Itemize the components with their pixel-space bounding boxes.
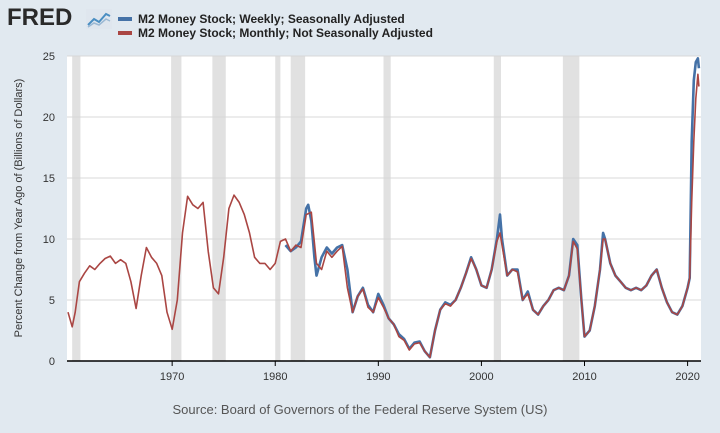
legend-label-monthly: M2 Money Stock; Monthly; Not Seasonally … [138, 26, 433, 40]
y-tick-label-25: 25 [43, 51, 55, 63]
x-tick-label-1980: 1980 [263, 371, 287, 383]
x-tick-label-2020: 2020 [675, 371, 699, 383]
series-line-monthly [67, 73, 700, 359]
y-tick-label-0: 0 [49, 356, 55, 368]
fred-logo: FRED [7, 4, 73, 31]
y-tick-label-20: 20 [43, 112, 55, 124]
source-note: Source: Board of Governors of the Federa… [172, 402, 548, 417]
y-tick-label-15: 15 [43, 173, 55, 185]
legend-swatch-weekly [118, 17, 132, 21]
recession-band-0 [72, 56, 81, 361]
x-tick-label-1990: 1990 [366, 371, 390, 383]
x-tick-label-2000: 2000 [469, 371, 493, 383]
recession-band-1 [171, 56, 182, 361]
recession-band-6 [493, 56, 502, 361]
legend-item-monthly[interactable]: M2 Money Stock; Monthly; Not Seasonally … [118, 26, 433, 40]
y-axis-ticks: 0 5 10 15 20 25 [43, 51, 55, 368]
recession-band-2 [212, 56, 226, 361]
legend-label-weekly: M2 Money Stock; Weekly; Seasonally Adjus… [138, 12, 405, 26]
recession-band-4 [290, 56, 306, 361]
recession-band-3 [275, 56, 281, 361]
y-axis-label: Percent Change from Year Ago of (Billion… [13, 79, 25, 338]
series-lines [67, 57, 701, 359]
y-tick-label-5: 5 [49, 295, 55, 307]
recession-bands [72, 56, 580, 361]
y-tick-label-10: 10 [43, 234, 55, 246]
recession-band-5 [383, 56, 391, 361]
fred-graph-icon [86, 9, 112, 29]
legend-item-weekly[interactable]: M2 Money Stock; Weekly; Seasonally Adjus… [118, 12, 405, 26]
x-tick-label-1970: 1970 [160, 371, 184, 383]
legend-swatch-monthly [118, 31, 132, 35]
x-axis-ticks: 1970 1980 1990 2000 2010 2020 [160, 361, 700, 383]
recession-band-7 [562, 56, 580, 361]
x-tick-label-2010: 2010 [572, 371, 596, 383]
